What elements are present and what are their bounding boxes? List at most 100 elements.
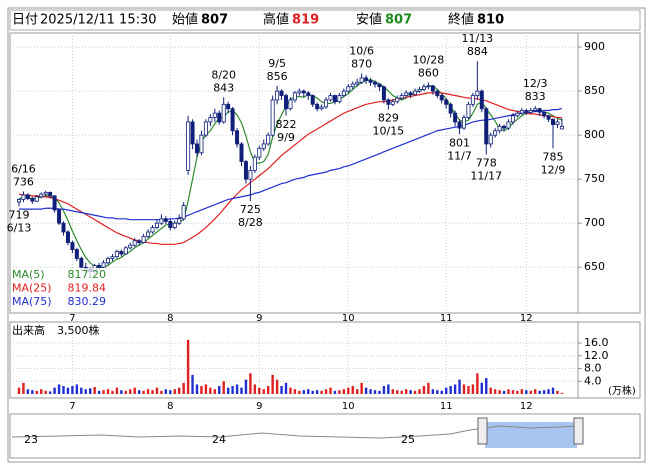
candle-body [186, 121, 191, 171]
legend-value: 819.84 [68, 282, 107, 295]
header-label: 安値 [356, 12, 382, 28]
volume-bar [560, 392, 564, 394]
navigator-handle[interactable] [477, 417, 488, 445]
volume-bar [142, 390, 145, 394]
volume-bar [329, 387, 332, 394]
candle-body [150, 227, 155, 233]
x-tick-label: 9 [256, 313, 262, 324]
annotation-date: 11/13 [461, 32, 493, 45]
volume-bar [84, 389, 87, 394]
annotation-value: 884 [467, 45, 488, 58]
candle-body [119, 250, 124, 255]
candle-body [355, 81, 360, 85]
volume-bar [422, 386, 426, 394]
volume-bar [311, 390, 314, 394]
volume-bar [525, 390, 528, 394]
annotation-value: 725 [240, 203, 261, 216]
candle-body [399, 95, 404, 99]
candle-body [510, 115, 515, 123]
annotation-value: 801 [449, 136, 470, 149]
y-tick-label: 750 [584, 172, 605, 185]
volume-bar [222, 381, 225, 394]
volume-bar [351, 386, 354, 394]
annotation-date: 8/28 [238, 216, 263, 229]
candle-body [404, 92, 409, 96]
volume-bar [178, 387, 181, 394]
volume-bar [137, 390, 141, 394]
volume-bar [209, 387, 212, 394]
volume-tick-label: 4.0 [584, 374, 602, 387]
candle-body [297, 90, 302, 94]
volume-bar [195, 384, 199, 394]
candle-body [34, 196, 39, 202]
candle-body [408, 92, 413, 96]
candle-body [377, 83, 382, 88]
candle-body [21, 194, 26, 200]
header-label: 日付 [12, 13, 38, 28]
volume-bar [480, 382, 483, 394]
volume-bar [431, 389, 435, 394]
candle-body [239, 143, 244, 162]
candle-body [221, 103, 226, 123]
volume-bar [213, 389, 216, 394]
volume-bar [93, 386, 96, 394]
volume-bar [151, 390, 154, 394]
volume-bar [400, 390, 403, 394]
candle-body [430, 85, 435, 92]
volume-bar [164, 389, 168, 394]
volume-bar [66, 387, 70, 394]
volume-bar [262, 389, 265, 394]
volume-bar [191, 374, 194, 394]
volume-bar [160, 390, 163, 394]
candle-body [70, 242, 75, 251]
annotation-value: 822 [276, 118, 297, 131]
candle-body [519, 110, 524, 114]
volume-bar [133, 387, 136, 394]
annotation-value: 860 [418, 66, 439, 79]
candle-body [506, 121, 511, 129]
candle-body [110, 256, 115, 259]
candle-body [39, 193, 44, 198]
candle-body [470, 95, 475, 105]
volume-bar [307, 389, 310, 394]
candle-body [524, 110, 529, 113]
candle-body [288, 99, 293, 110]
volume-bar [75, 384, 79, 394]
candle-body [283, 95, 288, 110]
annotation-value: 843 [213, 81, 234, 94]
volume-bar [342, 389, 346, 394]
annotation-date: 11/17 [470, 170, 502, 183]
legend-value: 830.29 [68, 295, 107, 308]
y-tick-label: 800 [584, 128, 605, 141]
volume-tick-label: 8.0 [584, 362, 602, 375]
candle-body [248, 169, 253, 180]
candle-body [435, 90, 440, 96]
volume-bar [453, 384, 457, 394]
candle-body [328, 95, 333, 101]
volume-bar [258, 387, 261, 394]
price-axis [577, 32, 641, 314]
volume-title: 出来高 [12, 323, 45, 337]
y-tick-label: 700 [584, 216, 605, 229]
volume-bar [324, 389, 328, 394]
volume-latest: 3,500株 [57, 323, 100, 337]
candle-body [444, 99, 449, 105]
navigator-handle[interactable] [573, 417, 584, 445]
volume-bar [413, 390, 417, 394]
volume-bar [471, 384, 475, 394]
x-tick-label: 11 [440, 313, 453, 324]
candle-body [128, 244, 133, 249]
candle-body [515, 112, 520, 117]
volume-bar [271, 374, 274, 394]
candle-body [479, 90, 484, 110]
volume-bar [48, 391, 52, 394]
volume-bar [511, 390, 515, 394]
volume-bar [240, 387, 243, 394]
legend-name: MA(75) [12, 295, 52, 308]
legend-name: MA(5) [12, 268, 45, 281]
x-tick-label: 10 [342, 401, 355, 412]
candle-body [502, 125, 507, 129]
candle-body [332, 95, 337, 103]
volume-bar [382, 386, 386, 394]
